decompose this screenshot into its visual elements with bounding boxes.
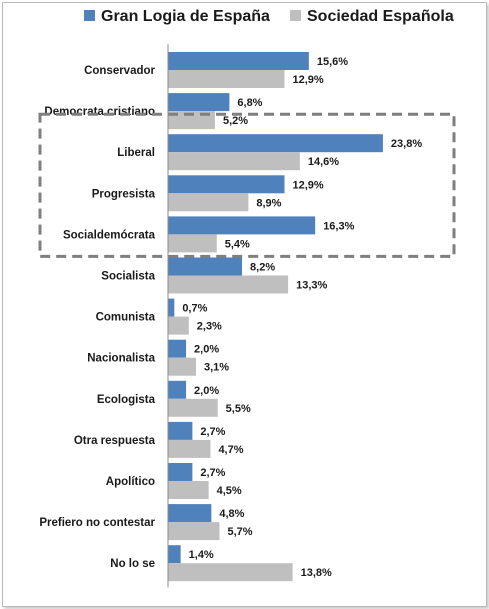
bar-liberal-series-2 [168, 152, 300, 171]
bar-nacionalista-series-1 [168, 339, 187, 358]
value-label-comunista-series-2: 2,3% [197, 321, 222, 333]
category-label-ecologista: Ecologista [97, 394, 156, 406]
value-label-comunista-series-1: 0,7% [182, 303, 207, 315]
value-label-no-lo-se-series-2: 13,8% [301, 567, 332, 579]
bar-conservador-series-2 [168, 70, 285, 88]
value-label-ecologista-series-1: 2,0% [194, 385, 219, 397]
legend-label-1: Gran Logia de España [101, 8, 270, 25]
value-label-nacionalista-series-1: 2,0% [194, 344, 219, 356]
legend-swatch-2 [290, 10, 301, 21]
value-label-nacionalista-series-2: 3,1% [204, 362, 229, 374]
bar-socialdemocrata-series-1 [168, 216, 316, 235]
value-label-prefiero-no-contestar-series-1: 4,8% [219, 508, 244, 520]
value-label-progresista-series-2: 8,9% [256, 197, 281, 209]
category-label-democrata-cristiano: Democrata cristiano [44, 106, 155, 118]
category-label-socialdemocrata: Socialdemócrata [63, 229, 156, 241]
value-label-conservador-series-2: 12,9% [292, 74, 323, 86]
bar-otra-respuesta-series-2 [168, 439, 211, 458]
category-label-socialista: Socialista [101, 271, 155, 283]
legend-swatch-1 [84, 10, 95, 21]
category-label-no-lo-se: No lo se [110, 558, 155, 570]
bar-ecologista-series-2 [168, 398, 218, 417]
category-label-conservador: Conservador [84, 65, 155, 77]
category-label-comunista: Comunista [96, 312, 156, 324]
bar-prefiero-no-contestar-series-2 [168, 522, 220, 541]
bar-ecologista-series-1 [168, 380, 187, 399]
bar-comunista-series-2 [168, 316, 189, 335]
value-label-socialdemocrata-series-2: 5,4% [225, 238, 250, 250]
bar-socialdemocrata-series-2 [168, 234, 217, 253]
category-label-progresista: Progresista [92, 188, 156, 200]
category-label-otra-respuesta: Otra respuesta [74, 435, 156, 447]
category-label-apolitico: Apolítico [106, 476, 155, 488]
bar-otra-respuesta-series-1 [168, 421, 193, 440]
bar-democrata-cristiano-series-1 [168, 93, 230, 112]
value-label-no-lo-se-series-1: 1,4% [189, 549, 214, 561]
bar-comunista-series-1 [168, 298, 175, 317]
value-label-socialdemocrata-series-1: 16,3% [323, 220, 354, 232]
value-label-democrata-cristiano-series-2: 5,2% [223, 115, 248, 127]
legend-label-2: Sociedad Española [307, 8, 454, 25]
category-label-liberal: Liberal [117, 147, 155, 159]
bar-prefiero-no-contestar-series-1 [168, 504, 212, 523]
bar-socialista-series-2 [168, 275, 289, 294]
value-label-liberal-series-2: 14,6% [308, 156, 339, 168]
value-label-socialista-series-2: 13,3% [296, 280, 327, 292]
bar-no-lo-se-series-1 [168, 545, 181, 564]
value-label-otra-respuesta-series-2: 4,7% [218, 444, 243, 456]
category-label-nacionalista: Nacionalista [87, 353, 155, 365]
bar-conservador-series-1 [168, 52, 309, 70]
value-label-progresista-series-1: 12,9% [292, 179, 323, 191]
bar-nacionalista-series-2 [168, 357, 196, 376]
value-label-apolitico-series-1: 2,7% [200, 467, 225, 479]
value-label-democrata-cristiano-series-1: 6,8% [237, 97, 262, 109]
bar-liberal-series-1 [168, 134, 383, 153]
bar-no-lo-se-series-2 [168, 563, 293, 582]
value-label-apolitico-series-2: 4,5% [217, 485, 242, 497]
bar-apolitico-series-1 [168, 463, 193, 481]
highlight-box [38, 112, 456, 258]
value-label-liberal-series-1: 23,8% [391, 138, 422, 150]
bar-progresista-series-1 [168, 175, 285, 194]
value-label-prefiero-no-contestar-series-2: 5,7% [227, 526, 252, 538]
value-label-ecologista-series-2: 5,5% [226, 403, 251, 415]
value-label-socialista-series-1: 8,2% [250, 262, 275, 274]
value-label-otra-respuesta-series-1: 2,7% [200, 426, 225, 438]
bar-progresista-series-2 [168, 193, 249, 212]
bar-socialista-series-1 [168, 257, 243, 276]
category-label-prefiero-no-contestar: Prefiero no contestar [39, 517, 155, 529]
bar-apolitico-series-2 [168, 481, 209, 499]
value-label-conservador-series-1: 15,6% [317, 56, 348, 68]
